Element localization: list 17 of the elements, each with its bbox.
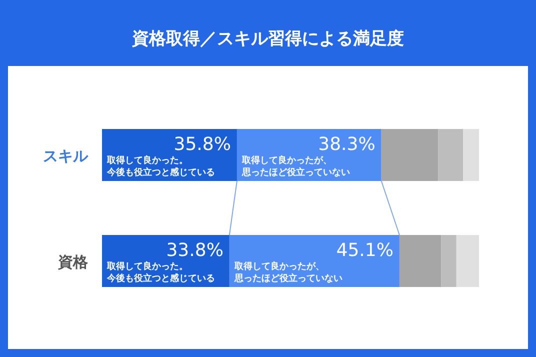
y-tick-label: スキル — [43, 147, 89, 165]
bar — [399, 235, 442, 287]
series-label: 取得して良かったが、思ったほど役立っていない — [240, 155, 350, 178]
chart-title: 資格取得／スキル習得による満足度 — [131, 29, 404, 49]
bar — [438, 129, 464, 181]
bar — [463, 129, 479, 181]
bar — [381, 129, 438, 181]
series-label: 取得して良かった。今後も役立つと感じている — [106, 155, 215, 178]
data-label: 38.3% — [318, 134, 376, 155]
data-label: 35.8% — [174, 134, 231, 155]
data-label: 45.1% — [336, 240, 394, 261]
bar — [456, 235, 479, 287]
text: 取得して良かった。今後も役立つと感じている — [107, 262, 215, 284]
data-label: 33.8% — [166, 240, 224, 261]
bar — [441, 235, 456, 287]
y-tick-label: 資格 — [57, 253, 89, 271]
text: 取得して良かったが、思ったほど役立っていない — [234, 262, 342, 284]
